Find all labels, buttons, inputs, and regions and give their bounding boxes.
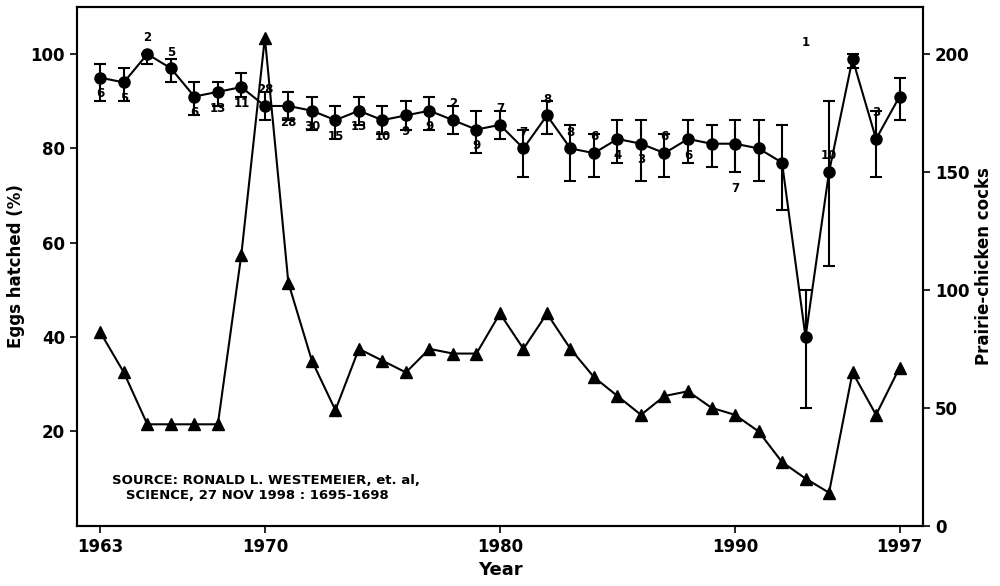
Text: 9: 9 — [472, 139, 481, 152]
Text: 2: 2 — [143, 32, 151, 45]
Text: 3: 3 — [637, 154, 645, 166]
Y-axis label: Prairie-chicken cocks: Prairie-chicken cocks — [975, 168, 993, 365]
Text: 5: 5 — [120, 92, 128, 105]
Text: 10: 10 — [374, 130, 391, 143]
Text: 11: 11 — [233, 97, 249, 110]
Text: 30: 30 — [304, 120, 320, 134]
Text: 9: 9 — [402, 125, 410, 138]
Text: 13: 13 — [210, 101, 226, 114]
Y-axis label: Eggs hatched (%): Eggs hatched (%) — [7, 185, 25, 348]
Text: 4: 4 — [613, 149, 622, 162]
Text: 7: 7 — [519, 126, 528, 139]
Text: 6: 6 — [684, 149, 692, 162]
Text: 7: 7 — [496, 102, 504, 115]
X-axis label: Year: Year — [478, 561, 522, 579]
Text: 10: 10 — [821, 149, 837, 162]
Text: 9: 9 — [425, 120, 434, 134]
Text: 6: 6 — [96, 87, 104, 100]
Text: 8: 8 — [543, 93, 551, 105]
Text: 8: 8 — [566, 126, 575, 139]
Text: 6: 6 — [660, 131, 669, 144]
Text: 5: 5 — [167, 46, 175, 59]
Text: 15: 15 — [327, 130, 344, 143]
Text: 1: 1 — [801, 36, 810, 49]
Text: 2: 2 — [449, 97, 457, 110]
Text: 28: 28 — [257, 83, 273, 96]
Text: 13: 13 — [351, 120, 367, 134]
Text: 3: 3 — [872, 106, 880, 120]
Text: 28: 28 — [280, 115, 297, 129]
Text: 6: 6 — [190, 106, 198, 120]
Text: 6: 6 — [590, 131, 598, 144]
Text: SOURCE: RONALD L. WESTEMEIER, et. al,
   SCIENCE, 27 NOV 1998 : 1695-1698: SOURCE: RONALD L. WESTEMEIER, et. al, SC… — [112, 474, 420, 502]
Text: 7: 7 — [731, 182, 739, 195]
